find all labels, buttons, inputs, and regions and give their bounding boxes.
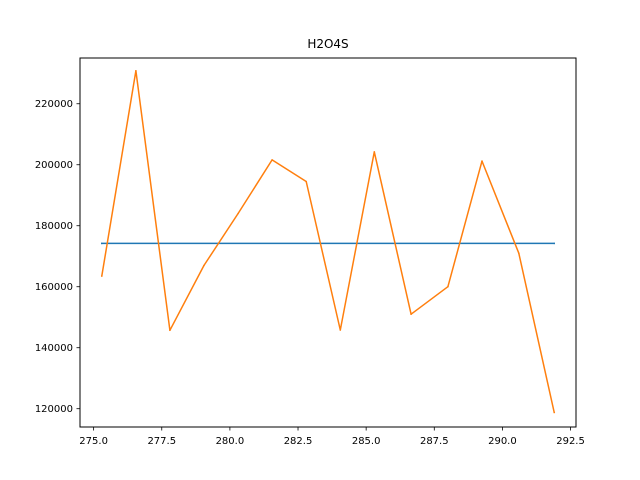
x-tick-label: 290.0 (488, 436, 517, 447)
data-point-series-2 (553, 411, 555, 414)
data-point-series-2 (203, 264, 205, 267)
data-point-series-2 (135, 70, 137, 72)
x-tick-label: 282.5 (284, 436, 313, 447)
x-tick-label: 285.0 (352, 436, 381, 447)
y-tick-label: 120000 (35, 404, 73, 415)
plot-frame (79, 57, 577, 428)
y-axis: 120000 140000 160000 180000 200000 220000 (35, 99, 80, 415)
data-point-series-2 (271, 159, 273, 161)
data-point-series-1 (101, 242, 103, 245)
x-tick-label: 275.0 (79, 436, 108, 447)
x-tick-label: 280.0 (216, 436, 245, 447)
data-point-series-2 (101, 275, 103, 277)
x-axis: 275.0 277.5 280.0 282.5 285.0 287.5 290.0 292.5 (79, 427, 585, 447)
data-point-series-2 (305, 180, 308, 183)
data-point-series-2 (339, 329, 342, 331)
y-tick-label: 200000 (35, 160, 73, 171)
y-tick-label: 220000 (35, 99, 73, 110)
plot-area (100, 70, 556, 414)
y-tick-label: 180000 (35, 221, 73, 232)
x-tick-label: 292.5 (556, 436, 585, 447)
data-point-series-2 (373, 151, 376, 153)
chart-title: H2O4S (307, 37, 348, 51)
series-line-2 (100, 70, 556, 414)
data-point-series-2 (169, 329, 171, 332)
data-point-series-2 (481, 160, 483, 162)
y-tick-label: 140000 (35, 343, 73, 354)
y-tick-label: 160000 (35, 282, 73, 293)
x-tick-label: 287.5 (420, 436, 449, 447)
data-point-series-2 (447, 285, 449, 288)
data-point-series-2 (410, 313, 412, 316)
data-point-series-2 (518, 252, 520, 254)
data-point-series-1 (553, 242, 555, 245)
data-point-series-2 (237, 212, 239, 215)
x-tick-label: 277.5 (147, 436, 176, 447)
